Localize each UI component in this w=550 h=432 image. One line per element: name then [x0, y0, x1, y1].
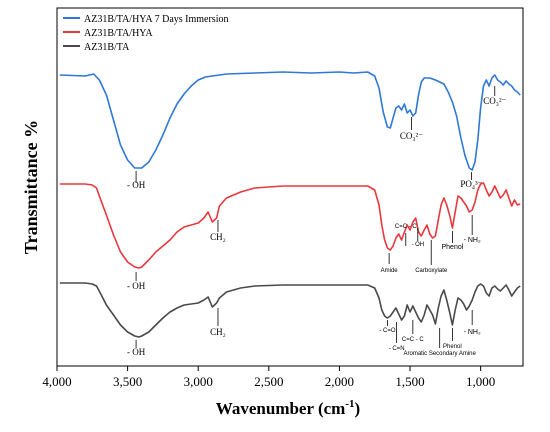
annotation-label: - OH [127, 180, 146, 190]
x-axis-ticks: 4,000 3,500 3,000 2,500 2,000 1,500 1,000 [42, 366, 495, 389]
annotation-label: CO₃²⁻ [483, 96, 506, 106]
x-tick-label: 3,000 [184, 374, 213, 389]
annotation-label: CH₂ [210, 327, 226, 337]
annotation-label: - NH₂ [464, 329, 481, 336]
annotation-label: - OH [127, 347, 146, 357]
x-axis-title-sup: -1 [345, 398, 354, 410]
annotation-label: - OH [411, 242, 424, 248]
peak-annotations: - OH CO₃²⁻ PO₄³⁻ CO₃²⁻ - OH CH₂ Amide C=C - C - … [127, 86, 507, 357]
annotation-label: - NH₂ [464, 237, 481, 244]
annotation-label: C=C - C [402, 337, 425, 343]
annotation-label: CO₃²⁻ [400, 131, 423, 141]
annotation-label: Phenol [441, 244, 463, 251]
legend-label-hya: AZ31B/TA/HYA [84, 28, 153, 39]
annotation-label: Amide [381, 268, 399, 274]
legend-label-immersion: AZ31B/TA/HYA 7 Days Immersion [84, 14, 228, 25]
x-tick-label: 4,000 [42, 374, 71, 389]
series-line-2 [59, 282, 521, 338]
y-axis-title: Transmittance % [21, 120, 41, 254]
annotation-label: PO₄³⁻ [460, 179, 482, 189]
x-tick-label: 2,500 [254, 374, 283, 389]
annotation-label: C=C - C [395, 224, 418, 230]
x-tick-label: 1,000 [466, 374, 495, 389]
x-axis-title: Wavenumber (cm-1) [216, 398, 360, 418]
plot-frame [56, 7, 524, 367]
legend-label-ta: AZ31B/TA [84, 42, 130, 53]
x-tick-label: 3,500 [113, 374, 142, 389]
series-line-1 [59, 182, 521, 269]
legend: AZ31B/TA/HYA 7 Days Immersion AZ31B/TA/H… [63, 14, 228, 53]
series-line-0 [59, 71, 521, 171]
annotation-label: Aromatic Secondary Amine [403, 351, 476, 357]
x-axis-title-close: ) [355, 399, 361, 418]
annotation-label: - C=O [379, 328, 396, 334]
annotation-label: CH₂ [210, 232, 226, 242]
annotation-label: - C=N [389, 346, 405, 352]
annotation-label: Phenol [443, 344, 462, 350]
x-tick-label: 2,000 [325, 374, 354, 389]
annotation-label: Carboxylate [415, 268, 448, 274]
x-axis-title-main: Wavenumber (cm [216, 399, 346, 418]
spectra-layer [59, 71, 521, 338]
x-tick-label: 1,500 [395, 374, 424, 389]
annotation-label: - OH [127, 281, 146, 291]
